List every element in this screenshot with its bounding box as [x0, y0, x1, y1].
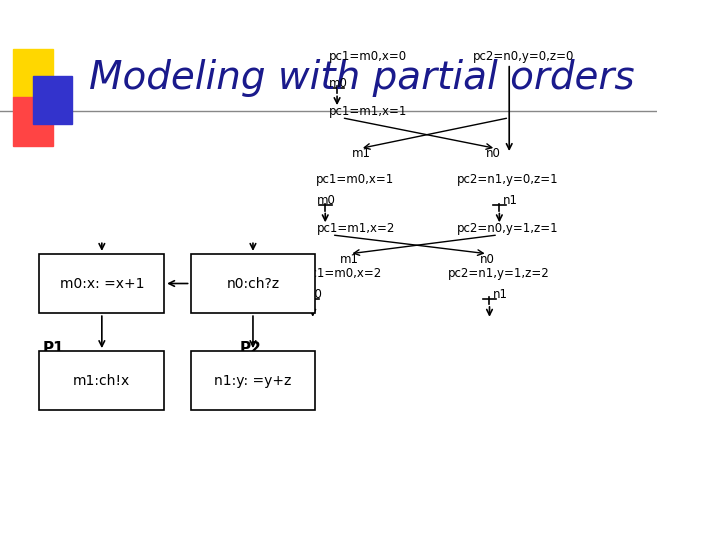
FancyBboxPatch shape [191, 254, 315, 313]
FancyBboxPatch shape [40, 254, 164, 313]
Text: pc1=m0,x=2: pc1=m0,x=2 [305, 267, 382, 280]
Bar [13, 97, 53, 146]
Text: m0: m0 [317, 194, 336, 207]
Text: pc2=n1,y=1,z=2: pc2=n1,y=1,z=2 [448, 267, 550, 280]
Text: pc2=n0,y=0,z=0: pc2=n0,y=0,z=0 [473, 50, 575, 63]
Text: n0: n0 [486, 147, 501, 160]
Text: m1:ch!x: m1:ch!x [73, 374, 130, 388]
Text: m0: m0 [305, 288, 323, 301]
Text: pc1=m0,x=1: pc1=m0,x=1 [315, 173, 394, 186]
Text: n1: n1 [492, 288, 508, 301]
Text: m1: m1 [341, 253, 359, 266]
Text: n1:y: =y+z: n1:y: =y+z [215, 374, 292, 388]
Text: pc1=m0,x=0: pc1=m0,x=0 [328, 50, 407, 63]
Text: pc2=n0,y=1,z=1: pc2=n0,y=1,z=1 [456, 222, 558, 235]
FancyBboxPatch shape [40, 351, 164, 410]
Text: Modeling with partial orders: Modeling with partial orders [89, 59, 634, 97]
Text: m1: m1 [351, 147, 371, 160]
Text: pc2=n1,y=0,z=1: pc2=n1,y=0,z=1 [456, 173, 558, 186]
Text: n0: n0 [480, 253, 495, 266]
Bar [33, 76, 72, 124]
Text: P1: P1 [42, 341, 64, 356]
Bar [13, 49, 53, 97]
Text: pc1=m1,x=2: pc1=m1,x=2 [317, 222, 395, 235]
Text: m0: m0 [328, 77, 347, 90]
Text: n1: n1 [503, 194, 518, 207]
Text: n0:ch?z: n0:ch?z [226, 276, 279, 291]
Text: P2: P2 [240, 341, 261, 356]
FancyBboxPatch shape [191, 351, 315, 410]
Text: pc1=m1,x=1: pc1=m1,x=1 [328, 105, 407, 118]
Text: m0:x: =x+1: m0:x: =x+1 [60, 276, 144, 291]
